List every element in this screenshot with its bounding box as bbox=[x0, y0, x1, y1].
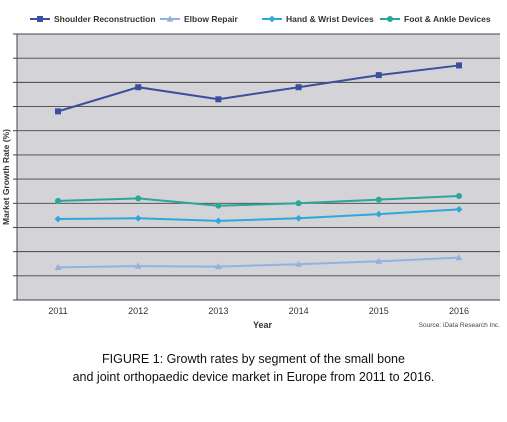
data-point-marker bbox=[375, 72, 382, 79]
data-point-marker bbox=[456, 193, 462, 200]
legend-item: Foot & Ankle Devices bbox=[380, 14, 491, 24]
y-axis-ticks bbox=[13, 33, 17, 301]
data-point-marker bbox=[37, 16, 43, 22]
x-tick-label: 2011 bbox=[48, 306, 67, 316]
series-line bbox=[57, 208, 460, 222]
x-tick-label: 2016 bbox=[449, 306, 469, 316]
data-point-marker bbox=[215, 96, 222, 103]
x-axis-ticks: 2011 2012 2013 2014 2015 2016 bbox=[48, 306, 469, 316]
legend-item: Shoulder Reconstruction bbox=[30, 14, 156, 24]
data-point-marker bbox=[456, 62, 462, 69]
legend-label: Foot & Ankle Devices bbox=[404, 14, 491, 24]
data-point-marker bbox=[134, 262, 142, 269]
data-point-marker bbox=[455, 254, 463, 261]
data-point-marker bbox=[295, 260, 302, 267]
data-point-marker bbox=[455, 205, 463, 213]
series-shoulder-reconstruction bbox=[55, 62, 462, 115]
data-point-marker bbox=[268, 15, 276, 23]
x-tick-label: 2012 bbox=[128, 306, 148, 316]
data-point-marker bbox=[166, 15, 174, 22]
gridlines bbox=[16, 33, 500, 301]
data-point-marker bbox=[55, 108, 61, 115]
source-note: Source: iData Research Inc. bbox=[419, 322, 500, 329]
legend: Shoulder Reconstruction Elbow Repair Hand … bbox=[30, 14, 491, 24]
series-elbow-repair bbox=[54, 254, 463, 270]
figure-caption-line-2: and joint orthopaedic device market in E… bbox=[72, 370, 435, 384]
data-point-marker bbox=[135, 195, 142, 202]
data-point-marker bbox=[295, 84, 302, 91]
legend-item: Elbow Repair bbox=[160, 14, 239, 24]
data-point-marker bbox=[215, 202, 222, 209]
data-point-marker bbox=[215, 217, 222, 225]
figure-caption-line-1: FIGURE 1: Growth rates by segment of the… bbox=[102, 352, 405, 366]
y-axis-label: Market Growth Rate (%) bbox=[1, 129, 11, 225]
data-point-marker bbox=[375, 196, 382, 203]
x-axis-label: Year bbox=[253, 320, 273, 330]
data-point-marker bbox=[295, 200, 302, 207]
data-point-marker bbox=[135, 84, 142, 91]
series-foot-ankle-devices bbox=[55, 193, 462, 209]
data-point-marker bbox=[54, 263, 62, 270]
data-point-marker bbox=[55, 197, 61, 204]
data-point-marker bbox=[375, 210, 383, 218]
x-tick-label: 2014 bbox=[289, 306, 309, 316]
data-point-marker bbox=[295, 214, 302, 222]
data-point-marker bbox=[54, 215, 62, 223]
legend-label: Elbow Repair bbox=[184, 14, 239, 24]
line-chart: Shoulder Reconstruction Elbow Repair Hand … bbox=[1, 14, 500, 330]
data-point-marker bbox=[387, 16, 393, 22]
legend-label: Hand & Wrist Devices bbox=[286, 14, 374, 24]
series-group bbox=[54, 62, 463, 270]
series-hand-wrist-devices bbox=[54, 205, 463, 225]
x-tick-label: 2013 bbox=[208, 306, 228, 316]
data-point-marker bbox=[215, 263, 222, 270]
data-point-marker bbox=[375, 257, 383, 264]
series-line bbox=[57, 64, 460, 113]
data-point-marker bbox=[134, 214, 142, 222]
legend-item: Hand & Wrist Devices bbox=[262, 14, 374, 24]
series-line bbox=[57, 256, 460, 269]
plot-area bbox=[17, 34, 500, 300]
x-tick-label: 2015 bbox=[369, 306, 389, 316]
legend-label: Shoulder Reconstruction bbox=[54, 14, 156, 24]
series-line bbox=[57, 195, 460, 207]
